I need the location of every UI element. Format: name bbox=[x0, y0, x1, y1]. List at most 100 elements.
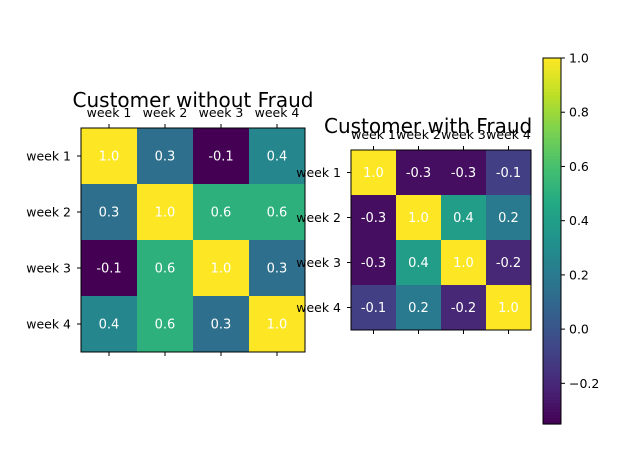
colorbar-segment bbox=[543, 207, 561, 212]
colorbar-segment bbox=[543, 241, 561, 245]
cell-value-label: -0.1 bbox=[208, 150, 233, 165]
colorbar-segment bbox=[543, 88, 561, 93]
cell-value-label: -0.3 bbox=[406, 166, 431, 181]
colorbar-segment bbox=[543, 122, 561, 126]
chart-title: Customer without Fraud bbox=[73, 88, 314, 112]
cell-value-label: -0.1 bbox=[361, 301, 386, 316]
colorbar-segment bbox=[543, 262, 561, 266]
cell-value-label: -0.2 bbox=[496, 256, 521, 271]
y-tick-label: week 1 bbox=[296, 165, 341, 180]
x-tick-label: week 2 bbox=[396, 127, 441, 142]
heatmap-cell bbox=[193, 128, 250, 185]
colorbar-segment bbox=[543, 402, 561, 407]
cell-value-label: 0.4 bbox=[408, 256, 429, 271]
colorbar-segment bbox=[543, 155, 561, 160]
cell-value-label: 0.3 bbox=[99, 206, 120, 221]
colorbar-segment bbox=[543, 363, 561, 367]
colorbar-segment bbox=[543, 195, 561, 199]
colorbar-segment bbox=[543, 228, 561, 233]
cell-value-label: 1.0 bbox=[453, 256, 474, 271]
colorbar-segment bbox=[543, 399, 561, 404]
heatmap-cell bbox=[396, 195, 442, 241]
colorbar-segment bbox=[543, 106, 561, 111]
cell-value-label: 0.4 bbox=[453, 211, 474, 226]
colorbar-segment bbox=[543, 384, 561, 388]
heatmap-cell bbox=[137, 240, 194, 297]
colorbar-segment bbox=[543, 311, 561, 315]
colorbar-segment bbox=[543, 329, 561, 334]
colorbar-segment bbox=[543, 76, 561, 80]
colorbar-segment bbox=[543, 317, 561, 321]
y-tick-label: week 3 bbox=[296, 255, 341, 270]
cell-value-label: 0.6 bbox=[267, 206, 288, 221]
colorbar-tick-label: 0.4 bbox=[569, 213, 589, 228]
y-tick-label: week 4 bbox=[296, 300, 341, 315]
colorbar-segment bbox=[543, 125, 561, 129]
cell-value-label: -0.3 bbox=[451, 166, 476, 181]
x-tick-label: week 1 bbox=[351, 127, 396, 142]
colorbar-segment bbox=[543, 219, 561, 224]
colorbar-segment bbox=[543, 61, 561, 65]
colorbar-segment bbox=[543, 250, 561, 254]
cell-value-label: 0.2 bbox=[408, 301, 429, 316]
heatmap-cell bbox=[81, 184, 138, 241]
colorbar-segment bbox=[543, 67, 561, 71]
colorbar-segment bbox=[543, 417, 561, 422]
colorbar-segment bbox=[543, 335, 561, 340]
colorbar-segment bbox=[543, 173, 561, 178]
colorbar-segment bbox=[543, 128, 561, 132]
cell-value-label: 0.6 bbox=[155, 262, 176, 277]
colorbar-tick-label: 0.8 bbox=[569, 105, 589, 120]
colorbar-segment bbox=[543, 414, 561, 419]
heatmap-cell bbox=[249, 184, 306, 241]
heatmap-cell bbox=[486, 285, 532, 331]
colorbar-segment bbox=[543, 396, 561, 401]
colorbar-segment bbox=[543, 268, 561, 273]
colorbar-segment bbox=[543, 411, 561, 416]
colorbar-segment bbox=[543, 338, 561, 343]
colorbar-segment bbox=[543, 216, 561, 221]
colorbar-segment bbox=[543, 259, 561, 263]
heatmap-cell bbox=[441, 285, 487, 331]
colorbar-segment bbox=[543, 79, 561, 83]
colorbar-segment bbox=[543, 369, 561, 373]
heatmap-cell bbox=[396, 150, 442, 196]
colorbar-segment bbox=[543, 70, 561, 74]
colorbar-segment bbox=[543, 381, 561, 385]
axes-frame bbox=[350, 149, 532, 331]
cell-value-label: -0.3 bbox=[361, 211, 386, 226]
heatmap-cell bbox=[441, 150, 487, 196]
cell-value-label: 1.0 bbox=[155, 206, 176, 221]
cell-value-label: 0.2 bbox=[498, 211, 519, 226]
colorbar-segment bbox=[543, 302, 561, 306]
colorbar-segment bbox=[543, 292, 561, 297]
colorbar-segment bbox=[543, 119, 561, 123]
colorbar-segment bbox=[543, 231, 561, 236]
colorbar-segment bbox=[543, 97, 561, 102]
colorbar-tick-label: 0.0 bbox=[569, 322, 589, 337]
axes-frame bbox=[80, 127, 306, 353]
heatmap-cell bbox=[193, 296, 250, 353]
cell-value-label: 1.0 bbox=[498, 301, 519, 316]
colorbar-segment bbox=[543, 58, 561, 62]
colorbar-segment bbox=[543, 247, 561, 251]
colorbar-segment bbox=[543, 305, 561, 309]
colorbar-tick-label: −0.2 bbox=[569, 376, 599, 391]
colorbar-segment bbox=[543, 201, 561, 205]
cell-value-label: -0.1 bbox=[496, 166, 521, 181]
colorbar-segment bbox=[543, 289, 561, 294]
colorbar-segment bbox=[543, 378, 561, 382]
heatmap-cell bbox=[351, 240, 397, 286]
x-tick-label: week 3 bbox=[199, 105, 244, 120]
colorbar-segment bbox=[543, 308, 561, 312]
x-tick-label: week 3 bbox=[441, 127, 486, 142]
colorbar-segment bbox=[543, 420, 561, 425]
colorbar-segment bbox=[543, 152, 561, 157]
colorbar-segment bbox=[543, 192, 561, 196]
colorbar-segment bbox=[543, 393, 561, 398]
cell-value-label: 0.4 bbox=[99, 318, 120, 333]
colorbar-segment bbox=[543, 390, 561, 395]
colorbar-segment bbox=[543, 149, 561, 154]
x-tick-label: week 2 bbox=[143, 105, 188, 120]
